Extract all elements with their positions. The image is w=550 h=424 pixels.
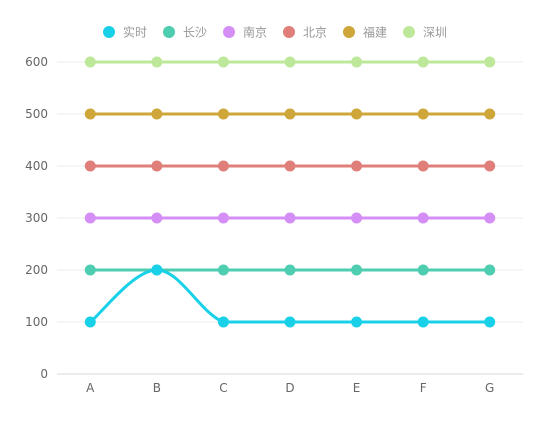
data-point[interactable] — [484, 160, 496, 172]
legend-item[interactable]: 实时 — [103, 25, 147, 40]
data-point[interactable] — [84, 212, 96, 224]
y-tick-label: 500 — [25, 107, 48, 121]
y-tick-label: 600 — [25, 55, 48, 69]
legend-item[interactable]: 长沙 — [163, 26, 207, 40]
data-point[interactable] — [84, 264, 96, 276]
data-point[interactable] — [217, 212, 229, 224]
data-point[interactable] — [417, 108, 429, 120]
legend[interactable]: 实时 长沙 南京 北京 福建 深圳 — [103, 25, 447, 40]
data-point[interactable] — [484, 56, 496, 68]
data-point[interactable] — [351, 56, 363, 68]
data-point[interactable] — [84, 160, 96, 172]
series-4 — [84, 160, 496, 172]
legend-item[interactable]: 南京 — [223, 25, 267, 40]
data-point[interactable] — [284, 56, 296, 68]
legend-label: 南京 — [243, 25, 267, 40]
data-point[interactable] — [351, 212, 363, 224]
y-tick-label: 300 — [25, 211, 48, 225]
data-point[interactable] — [151, 212, 163, 224]
data-point[interactable] — [151, 264, 163, 276]
data-point[interactable] — [217, 56, 229, 68]
x-tick-label: D — [285, 381, 294, 395]
data-point[interactable] — [217, 316, 229, 328]
legend-label: 实时 — [123, 25, 147, 40]
data-point[interactable] — [351, 264, 363, 276]
data-point[interactable] — [351, 108, 363, 120]
data-point[interactable] — [484, 212, 496, 224]
data-point[interactable] — [484, 108, 496, 120]
y-tick-label: 100 — [25, 315, 48, 329]
data-point[interactable] — [417, 56, 429, 68]
data-point[interactable] — [151, 108, 163, 120]
x-tick-label: G — [485, 381, 494, 395]
data-point[interactable] — [484, 316, 496, 328]
data-point[interactable] — [284, 108, 296, 120]
series-5 — [84, 108, 496, 120]
data-point[interactable] — [351, 160, 363, 172]
data-point[interactable] — [217, 264, 229, 276]
y-tick-label: 0 — [40, 367, 48, 381]
series-6 — [84, 56, 496, 68]
series-layer — [84, 56, 496, 328]
legend-label: 福建 — [363, 25, 387, 40]
x-tick-label: E — [353, 381, 361, 395]
data-point[interactable] — [351, 316, 363, 328]
legend-marker — [343, 26, 355, 38]
data-point[interactable] — [151, 56, 163, 68]
legend-marker — [163, 26, 175, 38]
data-point[interactable] — [284, 316, 296, 328]
legend-item[interactable]: 深圳 — [403, 26, 447, 40]
data-point[interactable] — [151, 160, 163, 172]
legend-label: 深圳 — [423, 26, 447, 40]
data-point[interactable] — [284, 264, 296, 276]
data-point[interactable] — [217, 160, 229, 172]
data-point[interactable] — [284, 160, 296, 172]
data-point[interactable] — [417, 212, 429, 224]
x-tick-label: C — [219, 381, 227, 395]
legend-label: 长沙 — [183, 26, 207, 40]
data-point[interactable] — [84, 108, 96, 120]
data-point[interactable] — [417, 160, 429, 172]
legend-item[interactable]: 北京 — [283, 26, 327, 40]
data-point[interactable] — [417, 264, 429, 276]
axis-layer: 0 100 200 300 400 500 600 A B C D E F G — [25, 55, 494, 395]
data-point[interactable] — [484, 264, 496, 276]
y-tick-label: 200 — [25, 263, 48, 277]
data-point[interactable] — [417, 316, 429, 328]
legend-marker — [283, 26, 295, 38]
data-point[interactable] — [284, 212, 296, 224]
data-point[interactable] — [84, 316, 96, 328]
legend-label: 北京 — [303, 26, 327, 40]
legend-marker — [403, 26, 415, 38]
data-point[interactable] — [217, 108, 229, 120]
series-line — [89, 268, 490, 324]
series-1 — [84, 264, 496, 328]
legend-marker — [103, 26, 115, 38]
legend-item[interactable]: 福建 — [343, 25, 387, 40]
x-tick-label: F — [420, 381, 427, 395]
x-tick-label: B — [153, 381, 161, 395]
legend-marker — [223, 26, 235, 38]
x-tick-label: A — [86, 381, 95, 395]
series-3 — [84, 212, 496, 224]
data-point[interactable] — [84, 56, 96, 68]
y-tick-label: 400 — [25, 159, 48, 173]
